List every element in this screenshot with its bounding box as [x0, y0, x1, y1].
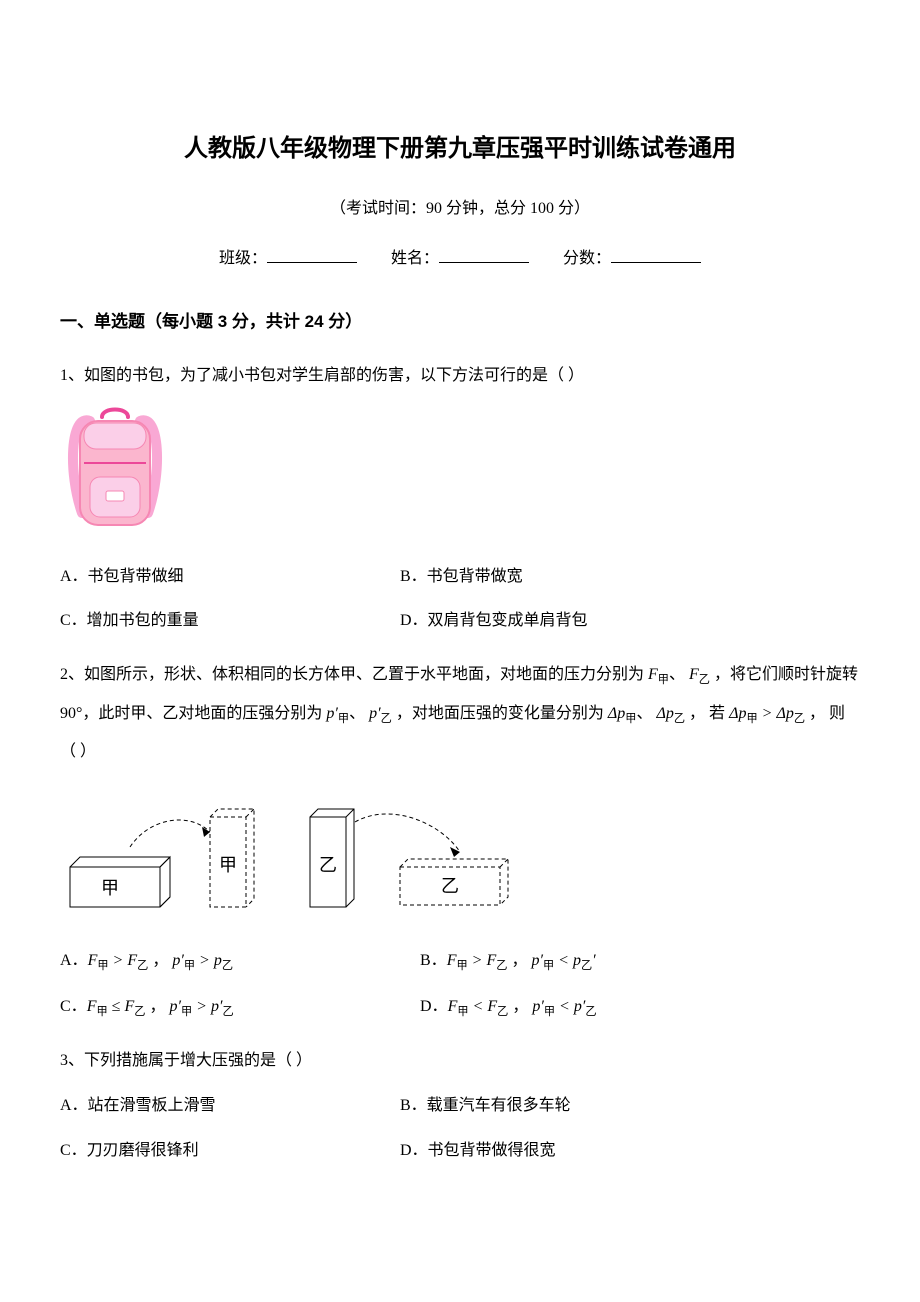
q1-opt-d: D．双肩背包变成单肩背包: [400, 607, 860, 636]
svg-text:甲: 甲: [101, 878, 119, 898]
question-1: 1、如图的书包，为了减小书包对学生肩部的伤害，以下方法可行的是（ ） A．书包背…: [60, 357, 860, 636]
blank-score: [611, 246, 701, 263]
q3-opt-c: C．刀刃磨得很锋利: [60, 1137, 400, 1166]
q2-stem: 2、如图所示，形状、体积相同的长方体甲、乙置于水平地面，对地面的压力分别为 F甲…: [60, 656, 860, 771]
sym-Fjia: F甲: [648, 666, 669, 683]
q1-stem: 1、如图的书包，为了减小书包对学生肩部的伤害，以下方法可行的是（ ）: [60, 357, 860, 395]
label-score: 分数：: [563, 250, 611, 267]
q3-opt-b: B．载重汽车有很多车轮: [400, 1092, 860, 1121]
q2-opt-d: D．F甲 < F乙 ， p′甲 < p′乙: [420, 993, 860, 1022]
q2-opt-c: C．F甲 ≤ F乙 ， p′甲 > p′乙: [60, 993, 420, 1022]
question-2: 2、如图所示，形状、体积相同的长方体甲、乙置于水平地面，对地面的压力分别为 F甲…: [60, 656, 860, 1022]
blank-name: [439, 246, 529, 263]
doc-title: 人教版八年级物理下册第九章压强平时训练试卷通用: [60, 130, 860, 168]
q3-options: A．站在滑雪板上滑雪 B．载重汽车有很多车轮 C．刀刃磨得很锋利 D．书包背带做…: [60, 1092, 860, 1166]
q2-figure: 甲 甲 乙 乙: [60, 797, 860, 917]
q2-s4: ， 若: [689, 705, 729, 722]
q2-s3: ，对地面压强的变化量分别为: [396, 705, 608, 722]
q3-opt-a: A．站在滑雪板上滑雪: [60, 1092, 400, 1121]
label-name: 姓名：: [391, 250, 439, 267]
q3-opt-d: D．书包背带做得很宽: [400, 1137, 860, 1166]
q2-fig-jia: 甲 甲: [60, 797, 260, 917]
section-1-header: 一、单选题（每小题 3 分，共计 24 分）: [60, 308, 860, 335]
sym-ineq: Δp甲 > Δp乙: [729, 705, 805, 722]
svg-text:乙: 乙: [441, 876, 459, 896]
svg-text:甲: 甲: [219, 855, 237, 875]
sym-dpyi: Δp乙: [656, 705, 685, 722]
q1-options: A．书包背带做细 B．书包背带做宽 C．增加书包的重量 D．双肩背包变成单肩背包: [60, 563, 860, 637]
q2-fig-yi: 乙 乙: [300, 797, 520, 917]
sym-Fyi: F乙: [689, 666, 710, 683]
question-3: 3、下列措施属于增大压强的是（ ） A．站在滑雪板上滑雪 B．载重汽车有很多车轮…: [60, 1042, 860, 1166]
q1-opt-b: B．书包背带做宽: [400, 563, 860, 592]
blank-class: [267, 246, 357, 263]
label-class: 班级：: [219, 250, 267, 267]
q2-opt-a: A．F甲 > F乙 ， p′甲 > p乙: [60, 947, 420, 976]
q2-s1: 2、如图所示，形状、体积相同的长方体甲、乙置于水平地面，对地面的压力分别为: [60, 666, 648, 683]
q2-opt-b: B．F甲 > F乙 ， p′甲 < p乙′: [420, 947, 860, 976]
doc-subtitle: （考试时间：90 分钟，总分 100 分）: [60, 196, 860, 222]
svg-text:乙: 乙: [319, 855, 337, 875]
q3-stem: 3、下列措施属于增大压强的是（ ）: [60, 1042, 860, 1080]
sym-pyi: p′乙: [369, 705, 392, 722]
q2-options: A．F甲 > F乙 ， p′甲 > p乙 B．F甲 > F乙 ， p′甲 < p…: [60, 947, 860, 1022]
q1-opt-a: A．书包背带做细: [60, 563, 400, 592]
sym-pjia: p′甲: [326, 705, 349, 722]
info-line: 班级： 姓名： 分数：: [60, 246, 860, 272]
sym-dpjia: Δp甲: [608, 705, 637, 722]
q1-opt-c: C．增加书包的重量: [60, 607, 400, 636]
q1-figure-bag: [60, 403, 860, 548]
